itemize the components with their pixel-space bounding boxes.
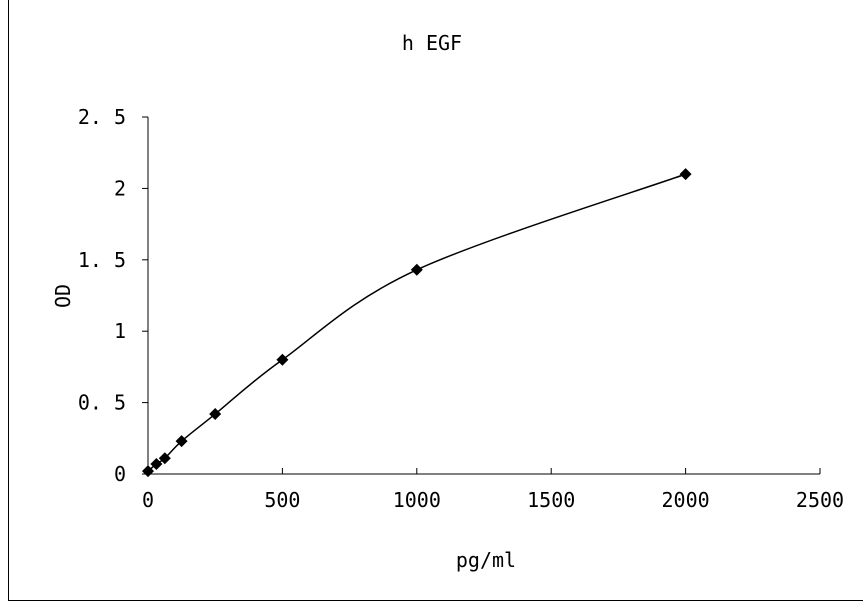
data-point-marker xyxy=(158,452,171,465)
y-tick-label: 0 xyxy=(114,462,126,486)
y-axis-label: OD xyxy=(51,284,75,308)
data-point-marker xyxy=(679,168,692,181)
y-axis-ticks: 0 0. 5 1 1. 5 2 2. 5 xyxy=(78,105,148,486)
data-point-marker xyxy=(276,353,289,366)
x-tick-label: 0 xyxy=(142,488,154,512)
data-point-marker xyxy=(142,465,154,478)
data-point-marker xyxy=(175,435,188,448)
x-tick-label: 2000 xyxy=(662,488,710,512)
x-tick-label: 2500 xyxy=(796,488,844,512)
data-point-marker xyxy=(209,408,222,421)
x-axis-ticks: 0 500 1000 1500 2000 2500 xyxy=(142,468,844,512)
y-tick-label: 2. 5 xyxy=(78,105,126,129)
x-tick-label: 500 xyxy=(264,488,300,512)
x-axis-label: pg/ml xyxy=(456,548,516,572)
data-point-marker xyxy=(150,458,163,471)
y-tick-label: 1. 5 xyxy=(78,248,126,272)
data-points xyxy=(142,168,692,478)
y-tick-label: 0. 5 xyxy=(78,391,126,415)
x-tick-label: 1500 xyxy=(527,488,575,512)
data-point-marker xyxy=(410,263,423,276)
series-line xyxy=(147,173,686,472)
y-tick-label: 1 xyxy=(114,319,126,343)
y-tick-label: 2 xyxy=(114,176,126,200)
x-tick-label: 1000 xyxy=(393,488,441,512)
chart-title: h EGF xyxy=(402,31,462,55)
